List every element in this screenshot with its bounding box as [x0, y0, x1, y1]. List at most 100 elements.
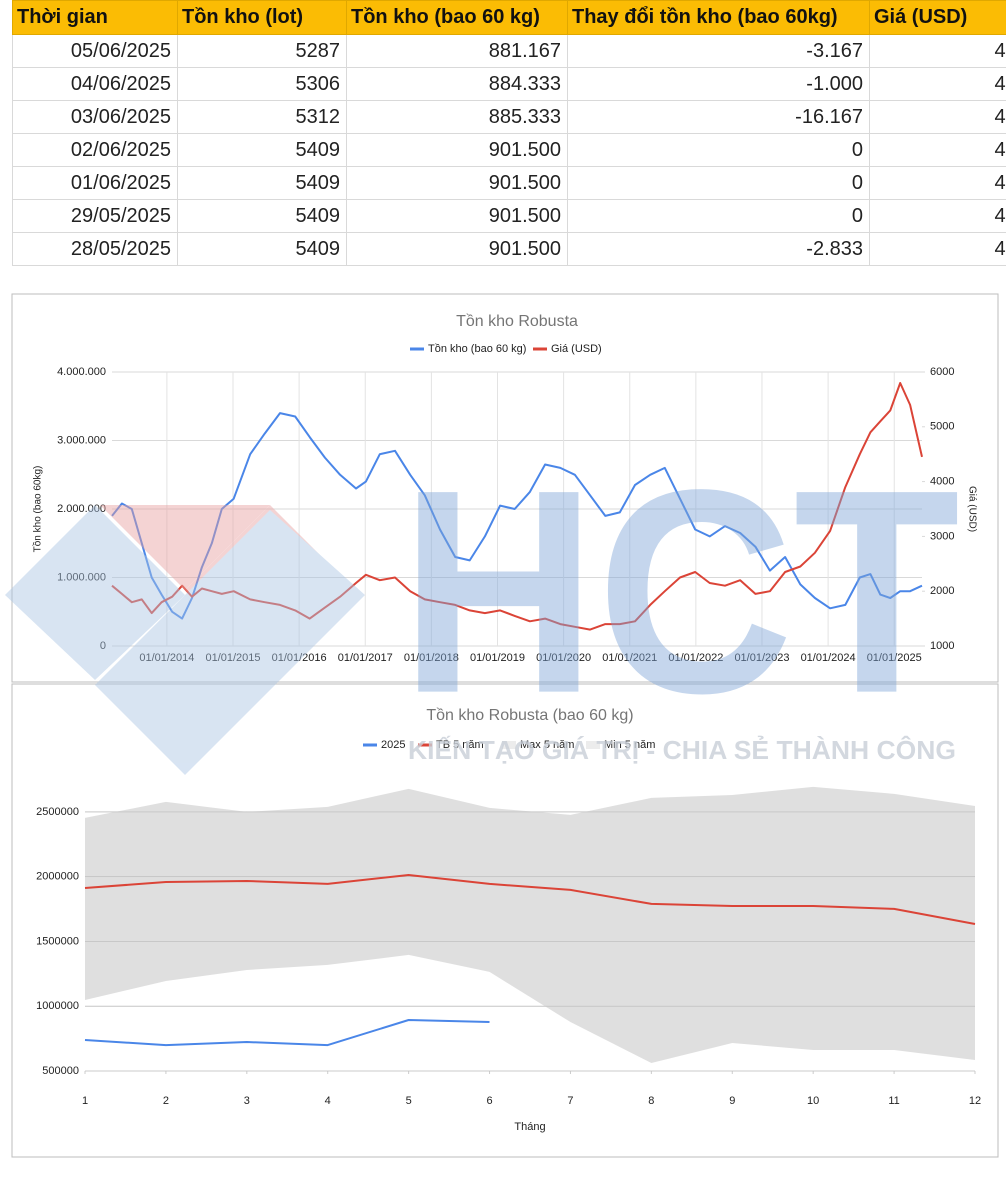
table-cell: 884.333: [346, 67, 568, 101]
table-cell: 28/05/2025: [12, 232, 178, 266]
table-cell: 5287: [177, 34, 347, 68]
y2-tick-label: 4000: [930, 476, 954, 488]
y2-tick-label: 2000: [930, 585, 954, 597]
table-cell: 5409: [177, 232, 347, 266]
inventory-table: Thời gian Tồn kho (lot) Tồn kho (bao 60 kg…: [12, 0, 1006, 266]
x-tick-label: 6: [486, 1095, 492, 1107]
table-cell: 29/05/2025: [12, 199, 178, 233]
table-cell: 01/06/2025: [12, 166, 178, 200]
chart-frame: [11, 293, 999, 683]
x-tick-label: 01/01/2021: [602, 652, 657, 664]
header-cell: Thời gian: [12, 0, 178, 35]
watermark-logo: HCT: [400, 430, 960, 754]
table-cell: -16.167: [567, 100, 870, 134]
legend-swatch: [586, 741, 600, 749]
table-cell: 03/06/2025: [12, 100, 178, 134]
y-tick-label: 500000: [42, 1065, 79, 1077]
table-cell: 05/06/2025: [12, 34, 178, 68]
table-cell: 885.333: [346, 100, 568, 134]
y-tick-label: 1500000: [36, 935, 79, 947]
x-tick-label: 10: [807, 1095, 819, 1107]
y-axis-title: Tồn kho (bao 60kg): [32, 466, 44, 553]
legend-label: Tồn kho (bao 60 kg): [428, 343, 526, 355]
x-tick-label: 5: [406, 1095, 412, 1107]
x-tick-label: 11: [888, 1095, 899, 1107]
x-tick-label: 4: [325, 1095, 331, 1107]
y-tick-label: 3.000.000: [57, 434, 106, 446]
watermark-shape: [95, 510, 365, 775]
x-tick-label: 01/01/2025: [867, 652, 922, 664]
series-line: [84, 1019, 490, 1047]
table-cell: 901.500: [346, 199, 568, 233]
x-tick-label: 7: [567, 1095, 573, 1107]
watermark: HCT: [5, 430, 960, 775]
header-cell: Thay đổi tồn kho (bao 60kg): [567, 0, 870, 35]
y2-tick-label: 3000: [930, 530, 954, 542]
series-line: [84, 874, 976, 925]
legend-label: TB 5 năm: [436, 739, 484, 751]
header-row: Thời gian Tồn kho (lot) Tồn kho (bao 60 kg…: [12, 0, 1006, 35]
legend-label: Min 5 năm: [604, 739, 655, 751]
chart-title: Tồn kho Robusta (bao 60 kg): [426, 707, 633, 724]
x-tick-label: 01/01/2022: [668, 652, 723, 664]
table-cell: 4472: [869, 100, 1006, 134]
series-line: [111, 382, 923, 631]
y2-axis-title: Giá (USD): [966, 486, 977, 532]
y2-tick-label: 6000: [930, 366, 954, 378]
x-axis-title: Tháng: [514, 1121, 545, 1133]
table-cell: 881.167: [346, 34, 568, 68]
table-cell: 04/06/2025: [12, 67, 178, 101]
x-tick-label: 01/01/2015: [205, 652, 260, 664]
table-cell: 4440: [869, 34, 1006, 68]
y2-tick-label: 5000: [930, 421, 954, 433]
series-line: [111, 412, 923, 620]
legend-swatch: [502, 741, 516, 749]
x-tick-label: 01/01/2014: [139, 652, 194, 664]
chart-title: Tồn kho Robusta: [456, 313, 578, 330]
legend-label: Giá (USD): [551, 343, 602, 355]
x-tick-label: 01/01/2023: [734, 652, 789, 664]
table-cell: 901.500: [346, 232, 568, 266]
x-tick-label: 01/01/2020: [536, 652, 591, 664]
chart-inventory-price: Tồn kho Robusta 0 1.000.000 2.000.000 3.000.…: [32, 313, 978, 664]
y2-tick-label: 1000: [930, 640, 954, 652]
y-tick-label: 0: [100, 640, 106, 652]
y-tick-label: 4.000.000: [57, 366, 106, 378]
y-tick-label: 2000000: [36, 871, 79, 883]
watermark-shape: [5, 505, 185, 680]
table-cell: 5306: [177, 67, 347, 101]
x-tick-label: 3: [244, 1095, 250, 1107]
table-body: 05/06/20255287881.167-3.167444004/06/202…: [12, 34, 1006, 266]
table-cell: 5409: [177, 133, 347, 167]
x-tick-label: 2: [163, 1095, 169, 1107]
watermark-shape: [185, 505, 355, 678]
x-tick-label: 01/01/2018: [404, 652, 459, 664]
x-tick-label: 12: [969, 1095, 981, 1107]
y-tick-label: 2.000.000: [57, 503, 106, 515]
table-cell: 4470: [869, 232, 1006, 266]
x-tick-label: 01/01/2016: [272, 652, 327, 664]
chart-seasonal-inventory: Tồn kho Robusta (bao 60 kg) 500000 1000000…: [36, 707, 981, 1133]
y-tick-label: 1000000: [36, 1000, 79, 1012]
x-tick-label: 01/01/2024: [801, 652, 856, 664]
x-tick-label: 01/01/2019: [470, 652, 525, 664]
y-tick-label: 2500000: [36, 806, 79, 818]
table-cell: 02/06/2025: [12, 133, 178, 167]
legend-label: 2025: [381, 739, 405, 751]
legend-label: Max 5 năm: [520, 739, 574, 751]
x-tick-label: 8: [648, 1095, 654, 1107]
watermark-tagline: KIẾN TẠO GIÁ TRỊ - CHIA SẺ THÀNH CÔNG: [408, 735, 956, 765]
range-band: [85, 786, 975, 1063]
header-cell: Giá (USD): [869, 0, 1006, 35]
x-tick-label: 1: [82, 1095, 88, 1107]
table-cell: -3.167: [567, 34, 870, 68]
watermark-shape: [100, 505, 270, 590]
x-tick-label: 9: [729, 1095, 735, 1107]
